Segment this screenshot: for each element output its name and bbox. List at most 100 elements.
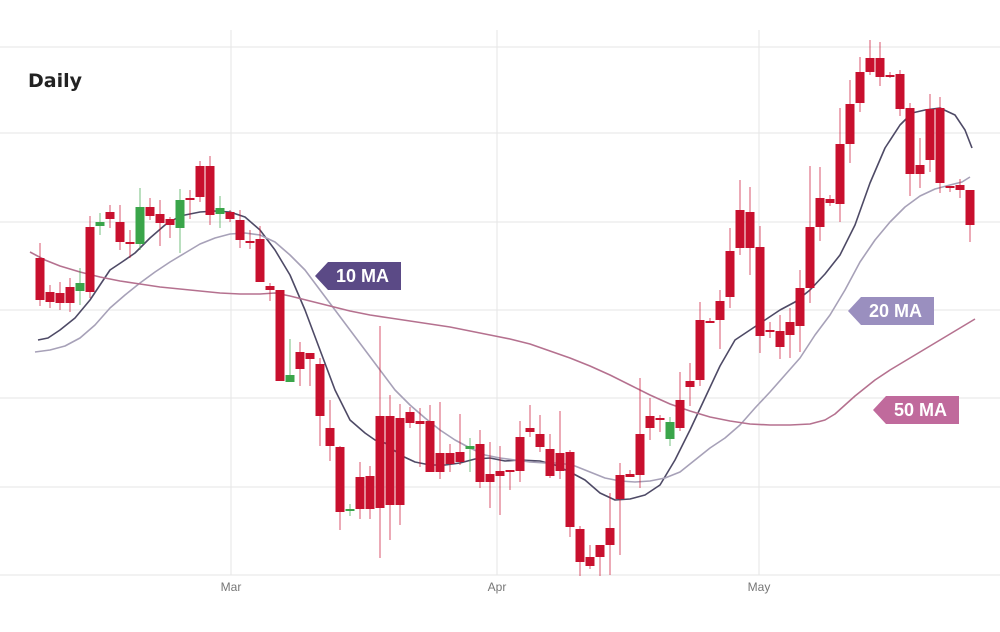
candle-down — [295, 342, 305, 386]
candle-down — [555, 411, 565, 479]
candle-down — [435, 402, 445, 479]
candle-down — [315, 358, 325, 446]
candle-down — [355, 462, 365, 519]
candle-down — [205, 156, 215, 225]
candle-down — [535, 415, 545, 452]
ma-tag-20: 20 MA — [847, 297, 935, 325]
candle-down — [155, 200, 165, 246]
candle-down — [525, 405, 535, 437]
candle-down — [765, 322, 775, 338]
candle-down — [775, 315, 785, 359]
candle-down — [905, 103, 915, 196]
candle-down — [255, 226, 265, 282]
candle-down — [875, 42, 885, 86]
moving-average-lines — [29, 107, 976, 501]
candle-up — [75, 268, 85, 305]
candle-down — [115, 205, 125, 250]
candle-down — [425, 405, 435, 472]
candle-down — [605, 493, 615, 575]
50-ma-line — [29, 251, 976, 426]
candle-down — [165, 217, 175, 238]
x-axis-label: Apr — [487, 580, 507, 594]
candle-down — [655, 415, 665, 432]
candle-down — [45, 285, 55, 308]
candle-down — [265, 283, 275, 301]
candle-up — [175, 189, 185, 253]
candle-up — [215, 196, 225, 228]
candle-down — [475, 430, 485, 488]
candles — [35, 40, 975, 576]
candle-down — [755, 226, 765, 353]
candle-down — [325, 400, 335, 461]
candle-up — [135, 188, 145, 250]
candle-down — [955, 179, 965, 198]
candle-down — [635, 378, 645, 488]
candle-down — [85, 216, 95, 298]
candle-down — [795, 270, 805, 352]
candle-down — [35, 243, 45, 306]
candle-down — [645, 398, 655, 440]
candle-down — [195, 161, 205, 202]
candle-down — [365, 466, 375, 519]
candle-down — [695, 302, 705, 386]
20-ma-line — [34, 176, 971, 483]
candle-down — [625, 470, 635, 477]
candle-down — [455, 414, 465, 465]
candle-down — [585, 545, 595, 569]
candle-down — [225, 210, 235, 222]
candle-down — [245, 230, 255, 249]
candle-down — [55, 282, 65, 310]
candle-down — [595, 545, 605, 576]
candle-down — [235, 210, 245, 248]
candle-down — [855, 57, 865, 112]
candle-down — [125, 230, 135, 258]
candle-down — [335, 446, 345, 530]
x-axis-label: Mar — [220, 580, 242, 594]
candle-down — [845, 80, 855, 163]
candle-down — [715, 290, 725, 349]
candle-down — [685, 363, 695, 406]
candle-down — [515, 421, 525, 482]
candle-down — [185, 190, 195, 219]
candle-down — [935, 97, 945, 193]
candle-up — [345, 504, 355, 516]
candle-down — [485, 442, 495, 508]
candle-down — [445, 444, 455, 472]
candle-down — [785, 308, 795, 358]
x-axis-label: May — [747, 580, 771, 594]
candle-down — [105, 205, 115, 228]
candle-down — [885, 72, 895, 78]
candle-down — [615, 463, 625, 555]
candle-down — [385, 395, 395, 540]
candle-down — [865, 40, 875, 75]
candle-down — [895, 70, 905, 116]
candle-down — [495, 446, 505, 515]
chart-title: Daily — [28, 70, 83, 92]
candle-up — [95, 213, 105, 235]
ma-tag-50: 50 MA — [872, 396, 960, 424]
candle-down — [725, 228, 735, 308]
candle-down — [745, 187, 755, 275]
candle-down — [965, 190, 975, 242]
candle-down — [565, 450, 575, 537]
ma-tag-10: 10 MA — [314, 262, 402, 290]
candle-down — [145, 198, 155, 220]
candle-down — [395, 404, 405, 525]
candle-up — [285, 339, 295, 382]
candle-down — [305, 353, 315, 386]
candle-down — [375, 326, 385, 558]
candle-down — [575, 526, 585, 576]
candle-down — [735, 180, 745, 255]
candle-up — [665, 417, 675, 446]
candle-down — [945, 186, 955, 192]
candle-down — [405, 407, 415, 428]
candle-down — [505, 470, 515, 490]
10-ma-line — [37, 107, 973, 501]
candle-down — [835, 108, 845, 222]
candle-down — [705, 318, 715, 323]
candle-down — [925, 94, 935, 172]
candle-down — [675, 372, 685, 431]
candle-down — [545, 434, 555, 478]
candle-down — [915, 138, 925, 188]
